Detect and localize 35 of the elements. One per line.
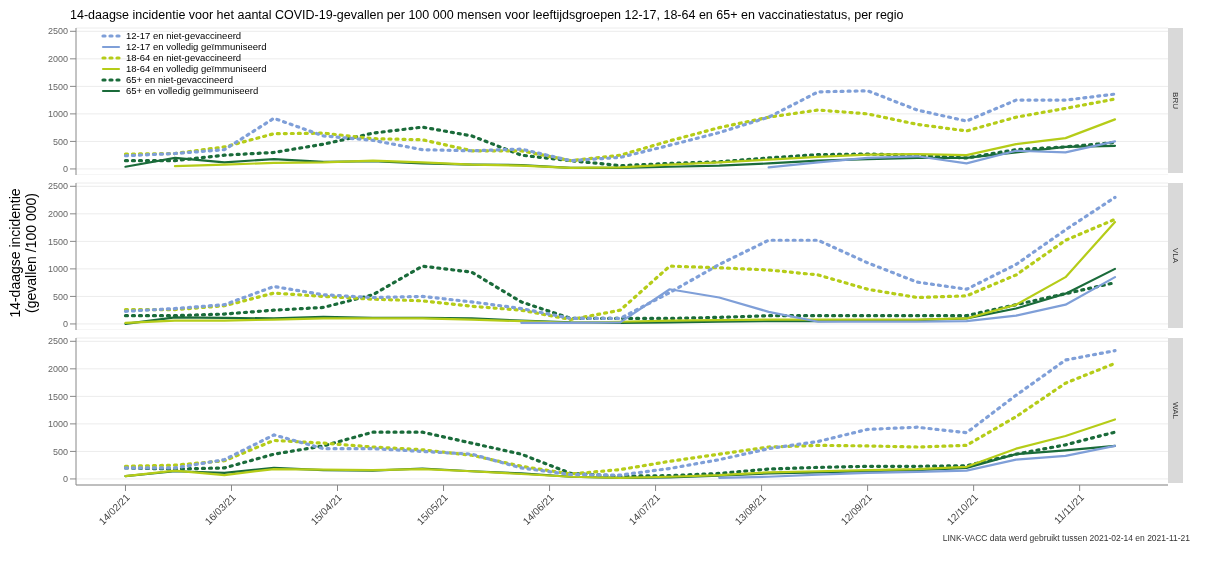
legend-label: 18-64 en niet-gevaccineerd bbox=[126, 52, 242, 63]
y-tick-label: 1000 bbox=[47, 264, 68, 275]
line-series bbox=[767, 140, 1117, 169]
legend-label: 18-64 en volledig geïmmuniseerd bbox=[126, 63, 267, 74]
legend-label: 65+ en volledig geïmmuniseerd bbox=[126, 85, 259, 96]
y-tick-label: 0 bbox=[62, 319, 68, 330]
legend-label: 65+ en niet-gevaccineerd bbox=[126, 74, 233, 85]
y-tick-label: 2500 bbox=[47, 336, 68, 347]
line-series bbox=[718, 444, 1117, 479]
text: WAL bbox=[1171, 401, 1181, 420]
y-tick-label: 2000 bbox=[47, 209, 68, 220]
y-tick-label: 2500 bbox=[47, 26, 68, 37]
y-tick-label: 2000 bbox=[47, 54, 68, 65]
y-tick-label: 500 bbox=[52, 291, 68, 302]
text: VLA bbox=[1171, 247, 1180, 264]
y-tick-label: 0 bbox=[62, 164, 68, 175]
y-tick-label: 1500 bbox=[47, 236, 68, 247]
chart-title: 14-daagse incidentie voor het aantal COVID-19-gevallen per 100 000 mensen voor leeftijdsgroepen 12-17, 18-64 en 65+ en vaccinatiestatus, per regio bbox=[70, 8, 905, 24]
y-tick-label: 2000 bbox=[47, 364, 68, 375]
y-tick-label: 1500 bbox=[47, 391, 68, 402]
y-tick-label: 1000 bbox=[47, 419, 68, 430]
line-series bbox=[173, 118, 1117, 169]
line-series bbox=[123, 195, 1117, 321]
y-tick-label: 2500 bbox=[47, 181, 68, 192]
legend-label: 12-17 en volledig geïmmuniseerd bbox=[126, 41, 267, 52]
text: BRU bbox=[1171, 92, 1181, 109]
y-tick-label: 1000 bbox=[47, 109, 68, 120]
text: LINK-VACC data werd gebruikt tussen 2021-02-14 en 2021-11-21 bbox=[942, 533, 1190, 543]
legend-label: 12-17 en niet-gevaccineerd bbox=[126, 30, 242, 41]
line-series bbox=[123, 125, 1117, 168]
y-tick-label: 0 bbox=[62, 474, 68, 485]
y-tick-label: 1500 bbox=[47, 81, 68, 92]
y-axis-title: 14-daagse incidentie (gevallen /100 000) bbox=[7, 186, 40, 320]
y-tick-label: 500 bbox=[52, 136, 68, 147]
y-tick-label: 500 bbox=[52, 446, 68, 457]
